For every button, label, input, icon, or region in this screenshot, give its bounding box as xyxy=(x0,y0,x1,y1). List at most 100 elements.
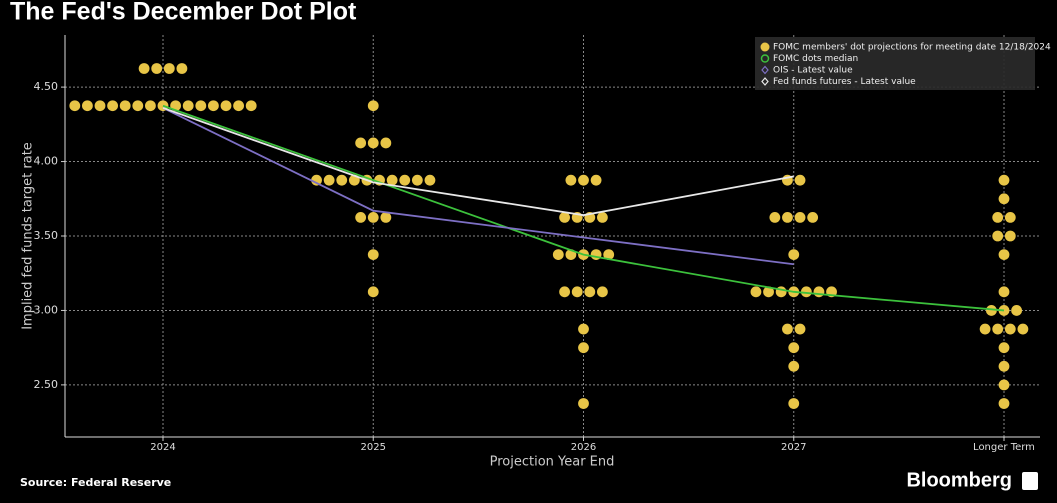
dot xyxy=(597,286,608,298)
dot xyxy=(998,249,1010,261)
dot xyxy=(1017,323,1029,335)
x-axis-label: Projection Year End xyxy=(490,455,615,470)
dot xyxy=(82,100,93,112)
dot xyxy=(794,211,806,223)
dot xyxy=(788,249,800,261)
dot xyxy=(998,174,1010,186)
dot xyxy=(1004,230,1016,242)
dot xyxy=(794,323,806,335)
dot xyxy=(597,211,608,223)
y-tick-label: 4.50 xyxy=(34,80,59,93)
dot xyxy=(380,137,392,149)
dot xyxy=(782,211,793,223)
dot xyxy=(208,100,219,112)
dot xyxy=(813,286,825,298)
dot xyxy=(788,342,800,354)
dot xyxy=(367,100,379,112)
dot xyxy=(807,211,819,223)
dot xyxy=(233,100,245,112)
dot xyxy=(182,100,194,112)
legend: FOMC members' dot projections for meetin… xyxy=(755,37,1051,90)
dot xyxy=(145,100,156,112)
legend-marker xyxy=(760,54,770,63)
series-line xyxy=(162,107,794,266)
y-tick-label: 4.00 xyxy=(34,155,59,168)
legend-marker xyxy=(761,65,769,75)
legend-marker xyxy=(761,77,769,86)
dot xyxy=(552,249,564,261)
dot xyxy=(311,174,322,186)
dot xyxy=(788,360,800,372)
legend-label: FOMC dots median xyxy=(773,54,858,64)
dot xyxy=(788,398,800,409)
dot xyxy=(151,63,163,74)
dot xyxy=(986,305,997,316)
dot xyxy=(763,286,774,298)
legend-label: OIS - Latest value xyxy=(773,66,853,76)
dot xyxy=(367,211,379,223)
source: Source: Federal Reserve xyxy=(20,476,171,489)
dot xyxy=(1011,305,1022,316)
dot xyxy=(998,360,1010,372)
dot xyxy=(399,174,411,186)
dot xyxy=(769,211,781,223)
dot xyxy=(176,63,188,74)
dot xyxy=(195,100,207,112)
dot xyxy=(69,100,81,112)
dot xyxy=(386,174,398,186)
dot xyxy=(132,100,144,112)
legend-label: Fed funds futures - Latest value xyxy=(773,77,916,87)
dot xyxy=(1004,211,1016,223)
dot xyxy=(998,286,1010,298)
dot xyxy=(107,100,118,112)
dot xyxy=(119,100,131,112)
dot xyxy=(220,100,232,112)
dot xyxy=(571,286,583,298)
brand-icon xyxy=(1022,472,1038,490)
dot xyxy=(163,63,175,74)
x-tick-label: 2025 xyxy=(361,442,386,453)
series-line xyxy=(162,107,794,217)
x-tick-label: 2026 xyxy=(571,442,596,453)
brand: Bloomberg xyxy=(906,469,1012,491)
dot xyxy=(367,249,379,261)
dot xyxy=(590,174,602,186)
dot xyxy=(367,137,379,149)
dot xyxy=(355,211,367,223)
dot xyxy=(380,211,392,223)
dot xyxy=(998,342,1010,354)
dot xyxy=(998,193,1010,205)
dot xyxy=(979,323,991,335)
y-axis-label: Implied fed funds target rate xyxy=(21,142,36,330)
dot xyxy=(424,174,436,186)
legend-label: FOMC members' dot projections for meetin… xyxy=(773,43,1051,53)
x-tick-label: Longer Term xyxy=(973,442,1035,453)
dot xyxy=(355,137,367,149)
dot xyxy=(992,323,1004,335)
dot xyxy=(603,249,615,261)
dot xyxy=(565,174,577,186)
dot xyxy=(367,286,379,298)
dot xyxy=(559,211,570,223)
y-tick-label: 2.50 xyxy=(34,378,59,391)
dot xyxy=(578,342,589,354)
dot xyxy=(992,230,1004,242)
series-line xyxy=(162,104,1005,312)
dot xyxy=(584,286,596,298)
dot xyxy=(578,398,589,409)
dot xyxy=(559,286,570,298)
dot xyxy=(578,174,589,186)
dot xyxy=(800,286,812,298)
dot xyxy=(336,174,348,186)
dot xyxy=(94,100,106,112)
dot xyxy=(245,100,257,112)
dot xyxy=(794,174,806,186)
chart-title: The Fed's December Dot Plot xyxy=(10,0,357,26)
y-tick-label: 3.50 xyxy=(34,229,59,242)
x-tick-label: 2024 xyxy=(150,442,175,453)
legend-marker xyxy=(760,42,770,52)
dot xyxy=(411,174,423,186)
y-tick-label: 3.00 xyxy=(34,303,59,316)
dot xyxy=(992,211,1004,223)
